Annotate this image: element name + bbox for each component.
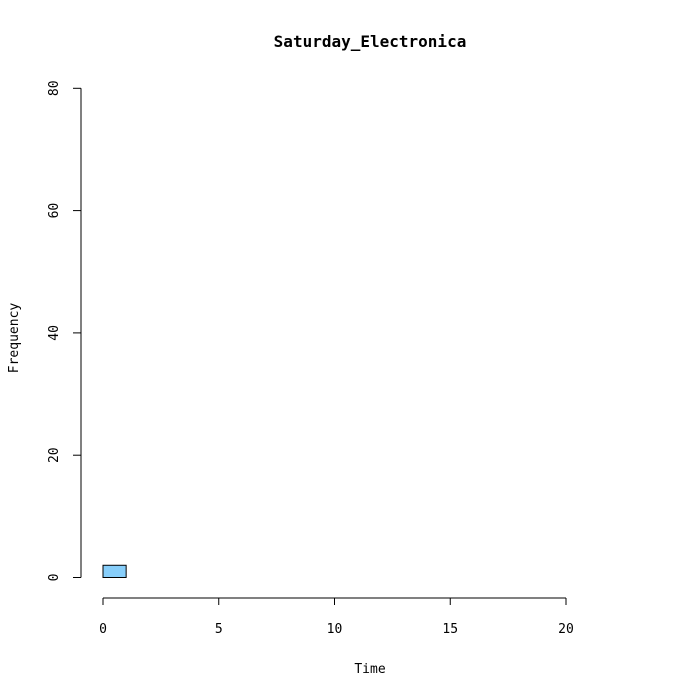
y-tick-label: 60 — [47, 203, 62, 219]
y-tick-label: 80 — [47, 80, 62, 96]
histogram-bar — [102, 564, 127, 579]
y-axis: 0 20 40 60 80 — [47, 80, 82, 582]
chart-title: Saturday_Electronica — [274, 32, 467, 51]
x-axis-label: Time — [354, 662, 385, 677]
y-tick-label: 20 — [47, 447, 62, 463]
y-axis-label: Frequency — [7, 303, 22, 374]
x-tick-label: 20 — [558, 622, 574, 637]
x-tick-label: 10 — [327, 622, 343, 637]
x-tick-label: 0 — [99, 622, 107, 637]
y-tick-label: 0 — [47, 574, 62, 582]
x-axis: 0 5 10 15 20 — [99, 597, 574, 637]
histogram-bars — [102, 564, 127, 579]
x-tick-label: 15 — [442, 622, 458, 637]
y-tick-label: 40 — [47, 325, 62, 341]
x-tick-label: 5 — [215, 622, 223, 637]
